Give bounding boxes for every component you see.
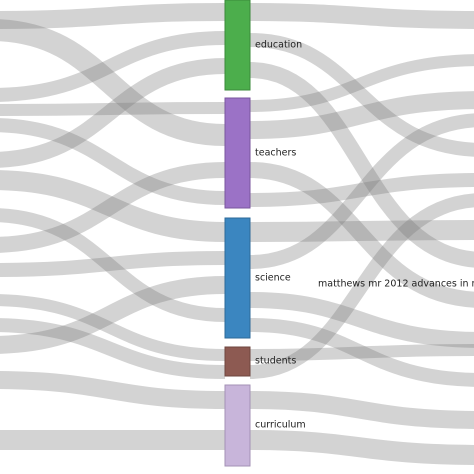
link xyxy=(249,292,474,348)
node-label: curriculum xyxy=(255,420,306,431)
link xyxy=(0,208,226,322)
link xyxy=(249,220,474,242)
link xyxy=(0,371,226,409)
link xyxy=(0,170,226,242)
link xyxy=(249,430,474,465)
link xyxy=(249,173,474,207)
link xyxy=(0,3,226,29)
link xyxy=(0,118,226,205)
link xyxy=(249,3,474,29)
node-teachers xyxy=(224,97,251,209)
link xyxy=(249,113,474,269)
link xyxy=(249,391,474,429)
link xyxy=(0,58,226,168)
link xyxy=(0,19,226,146)
link xyxy=(0,276,226,354)
link xyxy=(0,251,226,277)
nodes xyxy=(224,0,251,467)
links xyxy=(0,3,474,465)
node-label: science xyxy=(255,273,291,284)
link xyxy=(249,344,474,361)
node-science xyxy=(224,217,251,339)
link xyxy=(249,33,474,157)
node-education xyxy=(224,0,251,91)
link xyxy=(0,162,226,253)
node-curriculum xyxy=(224,384,251,467)
link xyxy=(249,91,474,139)
link xyxy=(0,318,226,379)
link xyxy=(0,31,226,102)
link xyxy=(0,294,226,361)
node-label: students xyxy=(255,356,296,367)
link xyxy=(249,318,474,387)
link xyxy=(249,193,474,379)
link xyxy=(249,62,474,268)
node-students xyxy=(224,346,251,377)
link xyxy=(249,162,474,308)
node-label: education xyxy=(255,40,302,51)
annotation: matthews mr 2012 advances in natu xyxy=(318,279,474,290)
node-label: teachers xyxy=(255,148,296,159)
link xyxy=(249,54,474,112)
link xyxy=(0,102,226,116)
labels: education teachers science students curr… xyxy=(255,40,474,431)
